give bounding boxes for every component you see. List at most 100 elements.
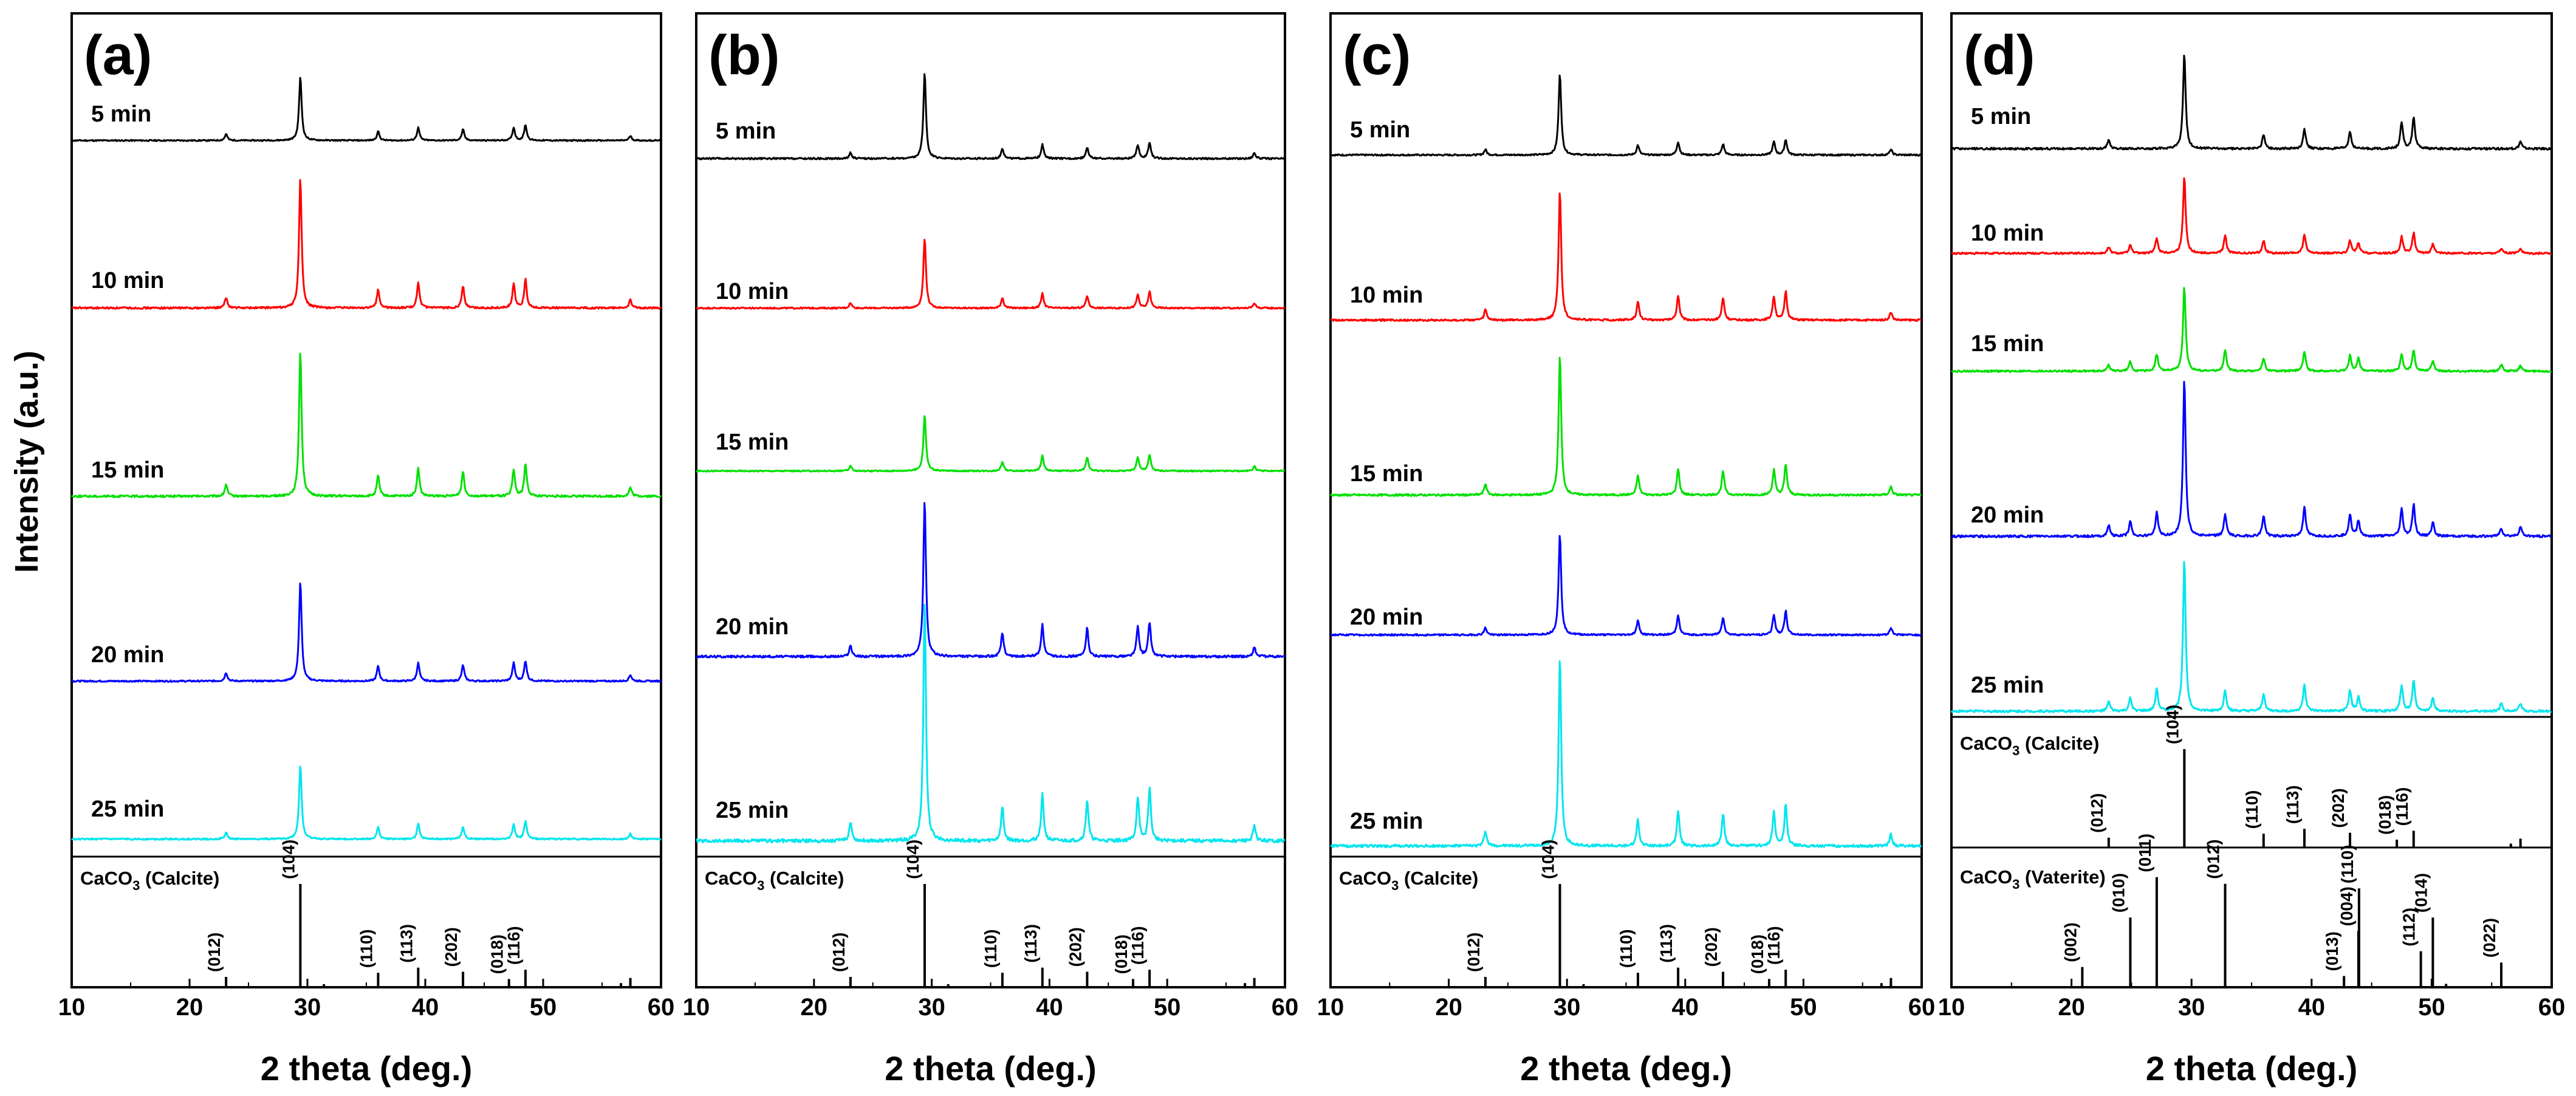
series-line-5-min xyxy=(71,77,662,142)
hkl-label: (202) xyxy=(1702,927,1721,967)
hkl-label: (018) xyxy=(488,934,507,974)
x-axis-label: 2 theta (deg.) xyxy=(1520,1049,1732,1087)
hkl-label: (116) xyxy=(504,926,523,965)
series-label: 25 min xyxy=(91,796,164,822)
y-axis-label: Intensity (a.u.) xyxy=(9,351,45,573)
x-tick-label: 10 xyxy=(1938,994,1965,1021)
series-label: 10 min xyxy=(716,279,789,304)
panel-c: (c) 10 20 30 40 50 60 2 theta (deg.) 5 min 10 min… xyxy=(1317,12,1936,1087)
hkl-label: (202) xyxy=(442,927,461,967)
x-tick-label: 20 xyxy=(176,994,204,1021)
series-label: 5 min xyxy=(1971,104,2031,129)
x-tick-label: 20 xyxy=(1435,994,1462,1021)
hkl-label: (018) xyxy=(1112,934,1131,974)
x-tick-label: 30 xyxy=(1553,994,1581,1021)
series-line-10-min xyxy=(1950,177,2552,255)
panel-frame xyxy=(1329,12,1923,988)
series-line-10-min xyxy=(71,179,662,310)
x-tick-label: 10 xyxy=(58,994,86,1021)
reference-label: CaCO3 (Vaterite) xyxy=(1960,866,2106,892)
series-line-25-min xyxy=(1329,660,1922,849)
x-tick-label: 40 xyxy=(412,994,439,1021)
x-tick-label: 10 xyxy=(683,994,710,1021)
series-line-20-min xyxy=(695,502,1286,659)
series-label: 25 min xyxy=(716,798,789,823)
hkl-label: (010) xyxy=(2109,873,2128,913)
series-line-25-min xyxy=(70,765,662,841)
hkl-label: (113) xyxy=(2283,785,2302,824)
x-tick-label: 60 xyxy=(648,994,675,1021)
hkl-label: (110) xyxy=(2242,790,2261,829)
series-label: 25 min xyxy=(1350,809,1423,834)
x-tick-label: 10 xyxy=(1317,994,1345,1021)
series-label: 5 min xyxy=(1350,117,1410,143)
hkl-label: (012) xyxy=(1464,933,1483,972)
series-line-25-min xyxy=(1950,561,2552,713)
x-tick-label: 50 xyxy=(2418,994,2445,1021)
hkl-label: (018) xyxy=(1748,934,1767,974)
x-tick-label: 60 xyxy=(1272,994,1299,1021)
hkl-label: (113) xyxy=(397,924,416,963)
series-line-10-min xyxy=(695,239,1285,310)
hkl-label: (116) xyxy=(1764,926,1783,965)
series-label: 20 min xyxy=(1350,605,1423,630)
series-line-25-min xyxy=(696,604,1286,844)
hkl-label: (116) xyxy=(2393,787,2411,826)
series-line-20-min xyxy=(1330,535,1922,637)
panel-frame xyxy=(1950,12,2553,988)
hkl-label: (022) xyxy=(2480,918,2499,957)
reference-label: CaCO3 (Calcite) xyxy=(80,868,219,893)
series-label: 5 min xyxy=(91,101,151,127)
hkl-label: (004) xyxy=(2337,886,2356,926)
panel-b: (b) 10 20 30 40 50 60 2 theta (deg.) 5 min 10 min… xyxy=(683,12,1299,1087)
x-tick-label: 60 xyxy=(2538,994,2566,1021)
x-tick-label: 50 xyxy=(1790,994,1817,1021)
x-tick-label: 20 xyxy=(2058,994,2085,1021)
x-tick-label: 50 xyxy=(530,994,557,1021)
hkl-label: (116) xyxy=(1128,926,1147,965)
series-line-5-min xyxy=(1329,74,1922,157)
hkl-label: (104) xyxy=(903,840,922,879)
panel-d: (d) 10 20 30 40 50 60 2 theta (deg.) 5 min 10 min… xyxy=(1938,12,2566,1087)
panel-letter: (d) xyxy=(1964,24,2035,86)
series-label: 5 min xyxy=(716,118,776,144)
series-label: 15 min xyxy=(716,430,789,455)
series-line-15-min xyxy=(1329,357,1922,497)
series-label: 20 min xyxy=(716,614,789,640)
series-label: 10 min xyxy=(1350,283,1423,308)
panel-a: (a) 10 20 30 40 50 60 2 theta (deg.) 5 min 10 min… xyxy=(58,12,675,1087)
hkl-label: (110) xyxy=(1617,929,1636,968)
x-tick-label: 20 xyxy=(801,994,828,1021)
panel-letter: (a) xyxy=(84,24,152,86)
hkl-label: (104) xyxy=(2163,705,2182,744)
panel-letter: (c) xyxy=(1343,24,1411,86)
hkl-label: (012) xyxy=(205,933,224,972)
x-tick-label: 40 xyxy=(2298,994,2326,1021)
panel-frame xyxy=(70,12,662,988)
x-tick-label: 30 xyxy=(2178,994,2205,1021)
series-line-5-min xyxy=(696,73,1285,160)
series-line-15-min xyxy=(696,415,1286,473)
hkl-label: (104) xyxy=(279,840,298,879)
reference-label: CaCO3 (Calcite) xyxy=(705,868,844,893)
series-label: 20 min xyxy=(91,642,164,668)
hkl-label: (202) xyxy=(2329,788,2348,827)
series-label: 20 min xyxy=(1971,502,2044,528)
hkl-label: (013) xyxy=(2323,931,2341,971)
reference-label: CaCO3 (Calcite) xyxy=(1339,868,1478,893)
x-tick-label: 30 xyxy=(294,994,321,1021)
x-axis-label: 2 theta (deg.) xyxy=(2146,1049,2357,1087)
x-axis-label: 2 theta (deg.) xyxy=(885,1049,1096,1087)
hkl-label: (018) xyxy=(2376,795,2394,835)
series-line-20-min xyxy=(71,582,662,683)
series-label: 15 min xyxy=(1350,461,1423,487)
hkl-label: (110) xyxy=(981,929,1000,968)
hkl-label: (202) xyxy=(1066,927,1084,967)
x-tick-label: 60 xyxy=(1908,994,1936,1021)
series-label: 15 min xyxy=(91,457,164,483)
series-line-10-min xyxy=(1330,192,1922,322)
series-label: 25 min xyxy=(1971,673,2044,698)
series-label: 10 min xyxy=(1971,221,2044,246)
x-tick-label: 40 xyxy=(1036,994,1063,1021)
